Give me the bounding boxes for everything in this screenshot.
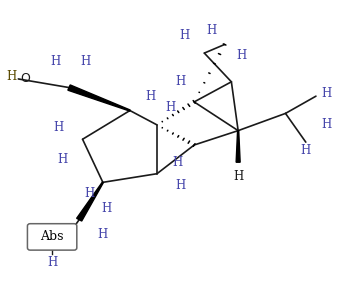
Text: H: H (101, 202, 112, 215)
Text: H: H (236, 50, 247, 62)
FancyBboxPatch shape (27, 224, 77, 250)
Text: H: H (179, 29, 189, 42)
Text: H: H (176, 179, 186, 192)
Polygon shape (236, 130, 240, 162)
Text: H: H (84, 187, 94, 200)
Polygon shape (77, 182, 103, 221)
Text: H: H (206, 23, 216, 37)
Text: H: H (98, 228, 108, 240)
Text: H: H (50, 55, 61, 68)
Text: H: H (321, 87, 331, 100)
Text: H: H (233, 170, 243, 183)
Text: H: H (47, 256, 57, 269)
Text: O: O (20, 72, 30, 86)
Text: H: H (301, 144, 311, 157)
Text: H: H (165, 101, 176, 114)
Text: H: H (54, 121, 64, 134)
Text: H: H (321, 118, 331, 131)
Text: H: H (57, 153, 68, 166)
Text: Abs: Abs (40, 231, 64, 243)
Text: H: H (6, 70, 17, 83)
Text: H: H (172, 156, 182, 169)
Text: H: H (176, 75, 186, 88)
Polygon shape (68, 85, 130, 111)
Text: H: H (145, 90, 155, 103)
Text: H: H (81, 55, 91, 68)
